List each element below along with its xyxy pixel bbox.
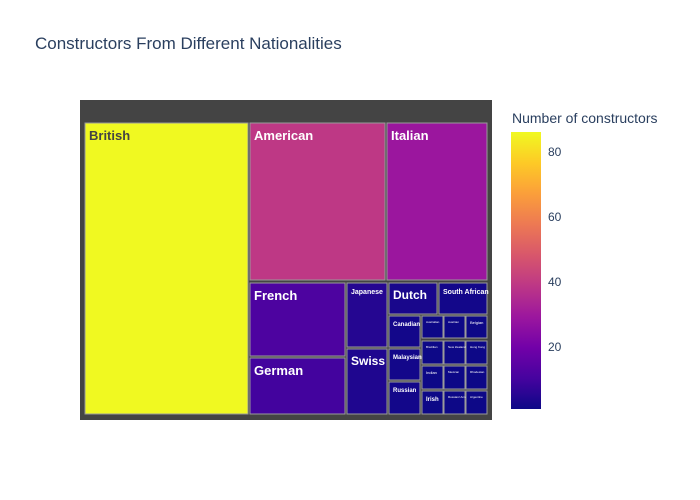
treemap-label-south-african: South African — [443, 289, 489, 296]
treemap-label-russian-american: Russian/ American — [448, 395, 473, 399]
treemap-label-indian: Indian — [426, 370, 437, 375]
treemap-tile-french[interactable] — [249, 282, 346, 357]
treemap-tile-american[interactable] — [249, 122, 386, 281]
colorbar-title: Number of constructors — [512, 110, 658, 126]
treemap-tile-dutch[interactable] — [388, 282, 438, 315]
chart-title: Constructors From Different Nationalitie… — [35, 34, 342, 53]
treemap-label-malaysian: Malaysian — [393, 355, 422, 361]
treemap-tile-italian[interactable] — [386, 122, 488, 281]
treemap-tile-russian[interactable] — [388, 381, 421, 415]
treemap-tile-new-zealander[interactable] — [443, 340, 466, 365]
treemap-label-japanese: Japanese — [351, 289, 383, 296]
treemap-label-new-zealander: New Zealander — [448, 345, 468, 349]
colorbar-tick-label: 60 — [548, 209, 562, 224]
treemap-tile-japanese[interactable] — [346, 282, 388, 348]
treemap-label-australian: Australian — [426, 320, 440, 324]
treemap-tile-hong-kong[interactable] — [465, 340, 488, 365]
treemap-tile-south-african[interactable] — [438, 282, 488, 315]
treemap-tile-mexican[interactable] — [443, 365, 466, 390]
treemap-label-dutch: Dutch — [393, 288, 427, 302]
colorbar-tick-label: 20 — [548, 340, 562, 355]
treemap-tile-australian[interactable] — [421, 315, 444, 339]
treemap-label-irish: Irish — [426, 397, 439, 403]
treemap-tile-malaysian[interactable] — [388, 348, 421, 381]
treemap-label-brazilian: Brazilian — [426, 345, 438, 349]
treemap-tile-austrian[interactable] — [443, 315, 466, 339]
colorbar-tick-label: 80 — [548, 144, 562, 159]
treemap-tile-argentine[interactable] — [465, 390, 488, 415]
treemap-label-swiss: Swiss — [351, 354, 385, 368]
treemap-tile-british[interactable] — [84, 122, 249, 415]
treemap-tile-german[interactable] — [249, 357, 346, 415]
treemap-label-italian: Italian — [391, 128, 429, 143]
treemap-label-canadian: Canadian — [393, 322, 420, 328]
treemap-tile-russian-american[interactable] — [443, 390, 466, 415]
treemap-label-mexican: Mexican — [448, 370, 460, 374]
treemap-label-rhodesian: Rhodesian — [470, 370, 485, 374]
treemap-label-belgian: Belgian — [470, 320, 483, 325]
treemap-tile-brazilian[interactable] — [421, 340, 444, 365]
treemap-label-hong-kong: Hong Kong — [470, 345, 485, 349]
treemap-tile-canadian[interactable] — [388, 315, 421, 348]
treemap-tile-rhodesian[interactable] — [465, 365, 488, 390]
treemap-label-french: French — [254, 288, 297, 303]
treemap-tile-irish[interactable] — [421, 390, 444, 415]
treemap-tile-indian[interactable] — [421, 365, 444, 390]
treemap-label-american: American — [254, 128, 313, 143]
treemap-tile-belgian[interactable] — [465, 315, 488, 339]
treemap-label-austrian: Austrian — [448, 320, 459, 324]
colorbar — [511, 132, 541, 409]
treemap-label-german: German — [254, 363, 303, 378]
treemap-label-argentine: Argentine — [470, 395, 483, 399]
colorbar-tick-label: 40 — [548, 274, 562, 289]
treemap-label-russian: Russian — [393, 388, 417, 394]
treemap-label-british: British — [89, 128, 130, 143]
treemap-tile-swiss[interactable] — [346, 348, 388, 415]
